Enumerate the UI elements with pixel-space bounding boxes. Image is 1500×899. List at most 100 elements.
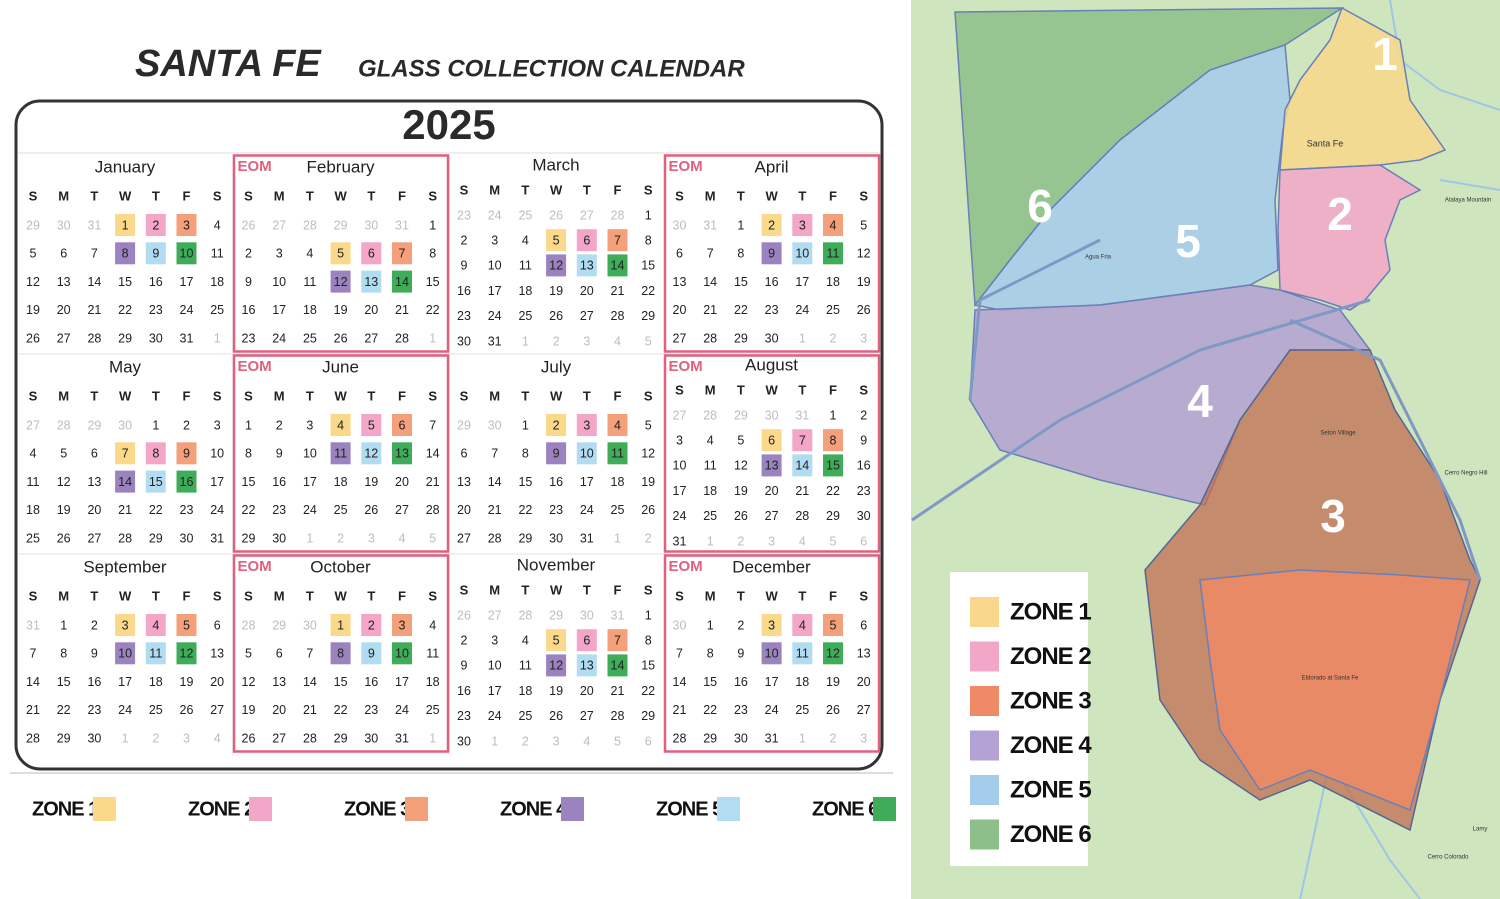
day: 30 (488, 418, 502, 432)
zone-highlight (392, 270, 412, 293)
zone-number: 4 (1187, 375, 1213, 427)
day: 16 (457, 684, 471, 698)
day: 5 (337, 247, 344, 261)
month-name: June (322, 357, 359, 376)
day: 7 (399, 247, 406, 261)
day: 30 (87, 731, 101, 745)
day: 24 (395, 703, 409, 717)
day: 19 (57, 503, 71, 517)
eom-frame (232, 354, 450, 553)
month-name: January (95, 157, 156, 176)
day: 22 (703, 703, 717, 717)
zone-highlight (607, 254, 628, 277)
day: 24 (673, 509, 687, 523)
day: 9 (553, 447, 560, 461)
day: 2 (91, 618, 98, 632)
day: 26 (549, 709, 563, 723)
day: 13 (857, 647, 871, 661)
zone-highlight (576, 229, 597, 252)
weekday: M (58, 188, 69, 203)
day: 7 (429, 418, 436, 432)
weekday: T (90, 588, 98, 603)
day: 24 (765, 703, 779, 717)
day: 29 (826, 509, 840, 523)
weekday: T (152, 388, 160, 403)
day: 2 (553, 334, 560, 348)
month-name: September (83, 557, 166, 576)
day: 27 (395, 503, 409, 517)
day: 1 (429, 731, 436, 745)
day: 21 (673, 703, 687, 717)
day: 29 (272, 618, 286, 632)
day: 1 (306, 531, 313, 545)
day: 15 (149, 475, 163, 489)
day: 27 (364, 331, 378, 345)
zone-highlight (546, 442, 567, 465)
day: 4 (306, 247, 313, 261)
day: 19 (26, 303, 40, 317)
day: 30 (57, 218, 71, 232)
day: 6 (60, 247, 67, 261)
day: 21 (703, 303, 717, 317)
weekday: F (183, 388, 191, 403)
day: 26 (549, 208, 563, 222)
place-label: Cerro Negro Hill (1444, 471, 1487, 477)
day: 5 (60, 447, 67, 461)
day: 2 (368, 618, 375, 632)
day: 13 (210, 647, 224, 661)
day: 11 (211, 247, 224, 261)
day: 2 (522, 734, 529, 748)
day: 14 (611, 659, 625, 673)
day: 26 (334, 331, 348, 345)
day: 9 (860, 433, 867, 447)
day: 3 (860, 731, 867, 745)
day: 27 (26, 418, 40, 432)
day: 10 (765, 647, 779, 661)
day: 6 (860, 618, 867, 632)
day: 15 (826, 459, 840, 473)
day: 4 (214, 731, 221, 745)
map-legend-label: ZONE 2 (1010, 643, 1091, 670)
eom-label: EOM (669, 558, 703, 575)
day: 22 (149, 503, 163, 517)
day: 30 (857, 509, 871, 523)
zone-highlight (761, 454, 782, 477)
weekday: S (244, 588, 253, 603)
zone-area (1277, 164, 1422, 311)
day: 28 (611, 208, 625, 222)
day: 6 (368, 247, 375, 261)
day: 28 (703, 408, 717, 422)
year: 2025 (402, 101, 495, 148)
day: 12 (549, 259, 563, 273)
day: 27 (673, 408, 687, 422)
day: 5 (737, 433, 744, 447)
day: 12 (57, 475, 71, 489)
day: 29 (118, 331, 132, 345)
day: 26 (364, 503, 378, 517)
zone-highlight (115, 442, 136, 465)
zone-number: 2 (1327, 188, 1353, 240)
day: 1 (337, 618, 344, 632)
day: 24 (795, 303, 809, 317)
weekday: W (765, 188, 778, 203)
map-legend-label: ZONE 6 (1010, 821, 1091, 848)
day: 27 (673, 331, 687, 345)
day: 8 (337, 647, 344, 661)
day: 8 (645, 633, 652, 647)
day: 27 (765, 509, 779, 523)
day: 17 (765, 675, 779, 689)
day: 6 (860, 534, 867, 548)
day: 16 (734, 675, 748, 689)
day: 29 (641, 309, 655, 323)
zone-highlight (145, 642, 166, 665)
eom-frame (663, 154, 881, 353)
day: 29 (149, 531, 163, 545)
day: 17 (303, 475, 317, 489)
legend-swatch (873, 797, 896, 821)
day: 16 (87, 675, 101, 689)
day: 1 (707, 618, 714, 632)
day: 15 (426, 275, 440, 289)
day: 19 (857, 275, 871, 289)
day: 3 (276, 247, 283, 261)
weekday: S (460, 388, 469, 403)
